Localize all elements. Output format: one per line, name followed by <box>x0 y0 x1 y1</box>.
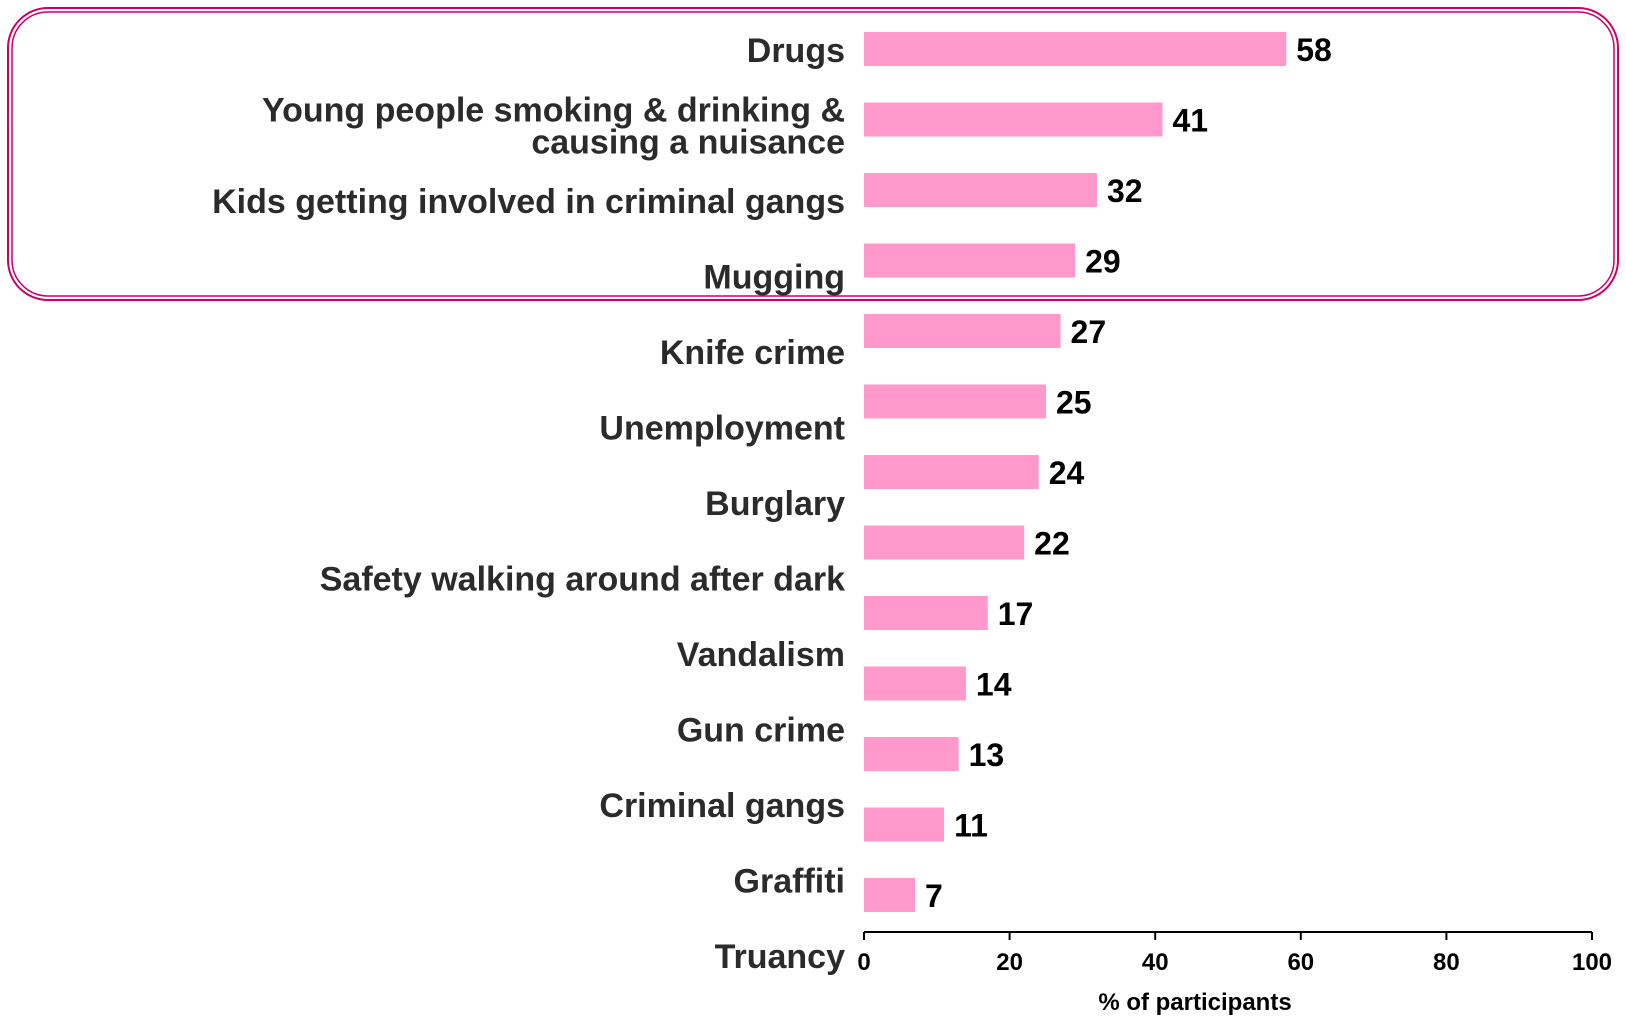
category-label-safety-walking-around-after-dark: Safety walking around after dark <box>320 561 845 599</box>
data-label-1: 58 <box>1296 32 1332 68</box>
x-tick-label-0: 0 <box>857 949 870 976</box>
x-tick-label-60: 60 <box>1287 949 1314 976</box>
highlight-frame-inner <box>11 11 1615 297</box>
bar-12 <box>864 807 945 842</box>
category-label-truancy: Truancy <box>715 938 845 976</box>
bars <box>864 32 1287 912</box>
category-label-gun-crime: Gun crime <box>677 712 845 750</box>
bar-2 <box>864 102 1163 137</box>
x-axis: 0 20 40 60 80 100 <box>857 931 1612 976</box>
category-label-criminal-gangs: Criminal gangs <box>599 787 845 825</box>
x-tick-label-100: 100 <box>1572 949 1612 976</box>
data-label-3: 32 <box>1107 173 1143 209</box>
bar-6 <box>864 384 1046 419</box>
bar-5 <box>864 314 1061 348</box>
highlight-box <box>7 7 1619 301</box>
category-label-kids-getting-involved-in-criminal-gangs: Kids getting involved in criminal gangs <box>212 183 845 221</box>
bar-11 <box>864 737 959 771</box>
bar-9 <box>864 596 988 630</box>
data-label-8: 22 <box>1034 526 1070 562</box>
bar-13 <box>864 878 915 912</box>
category-label-young-people-smoking-and-drinking-and-causing-a-nuisance: Young people smoking & drinking & causing… <box>262 92 845 162</box>
x-axis-title: % of participants <box>1098 989 1291 1016</box>
x-tick-label-40: 40 <box>1142 949 1169 976</box>
x-tick-label-20: 20 <box>996 949 1023 976</box>
bar-4 <box>864 243 1076 278</box>
data-label-5: 27 <box>1071 314 1107 350</box>
bar-10 <box>864 666 966 701</box>
category-label-vandalism: Vandalism <box>677 636 845 674</box>
category-labels: Drugs Young people smoking & drinking & ca… <box>212 32 845 976</box>
data-label-7: 24 <box>1049 455 1085 491</box>
data-label-10: 14 <box>976 667 1012 703</box>
data-label-6: 25 <box>1056 385 1092 421</box>
data-label-9: 17 <box>998 596 1034 632</box>
data-label-2: 41 <box>1172 103 1208 139</box>
category-label-unemployment: Unemployment <box>599 410 845 448</box>
category-label-burglary: Burglary <box>705 485 845 523</box>
highlight-frame-outer <box>7 7 1619 301</box>
bar-3 <box>864 173 1097 207</box>
category-label-knife-crime: Knife crime <box>660 334 845 372</box>
data-label-4: 29 <box>1085 244 1121 280</box>
data-label-13: 7 <box>925 878 943 914</box>
category-label-mugging: Mugging <box>703 259 845 297</box>
data-label-11: 13 <box>969 737 1005 773</box>
category-label-drugs: Drugs <box>747 32 845 70</box>
bar-1 <box>864 32 1287 66</box>
bar-7 <box>864 455 1039 489</box>
category-label-graffiti: Graffiti <box>734 863 845 901</box>
data-label-12: 11 <box>954 808 988 844</box>
bar-8 <box>864 525 1025 560</box>
x-tick-label-80: 80 <box>1433 949 1460 976</box>
